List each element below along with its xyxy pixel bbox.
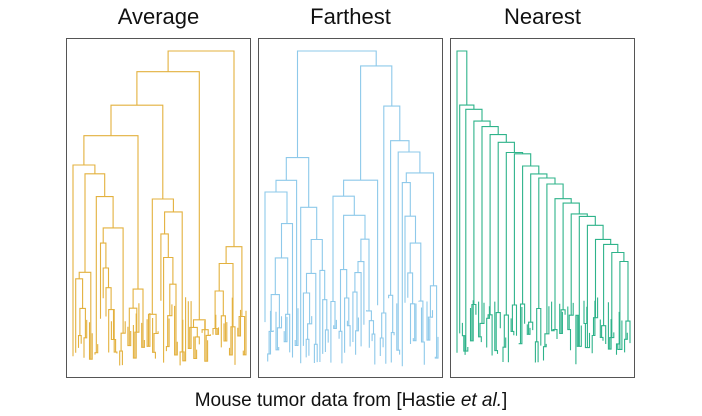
dendrogram-links	[264, 50, 439, 367]
dendrogram-links	[72, 50, 247, 366]
dendrogram-nearest	[456, 50, 631, 365]
dendrogram-average	[72, 50, 247, 366]
figure-caption: Mouse tumor data from [Hastie et al.]	[0, 390, 702, 412]
dendrogram-panel-farthest	[258, 38, 443, 378]
caption-prefix: Mouse tumor data from [Hastie	[194, 390, 461, 411]
caption-emph: et al.	[460, 390, 503, 411]
panel-title-farthest: Farthest	[310, 4, 391, 29]
dendrogram-links	[456, 50, 631, 365]
dendrogram-panel-average	[66, 38, 251, 378]
caption-suffix: ]	[502, 390, 508, 411]
panel-title-nearest: Nearest	[503, 4, 582, 29]
dendrogram-panel-nearest	[450, 38, 635, 378]
dendrogram-farthest	[264, 50, 439, 367]
panel-title-average: Average	[117, 4, 200, 29]
